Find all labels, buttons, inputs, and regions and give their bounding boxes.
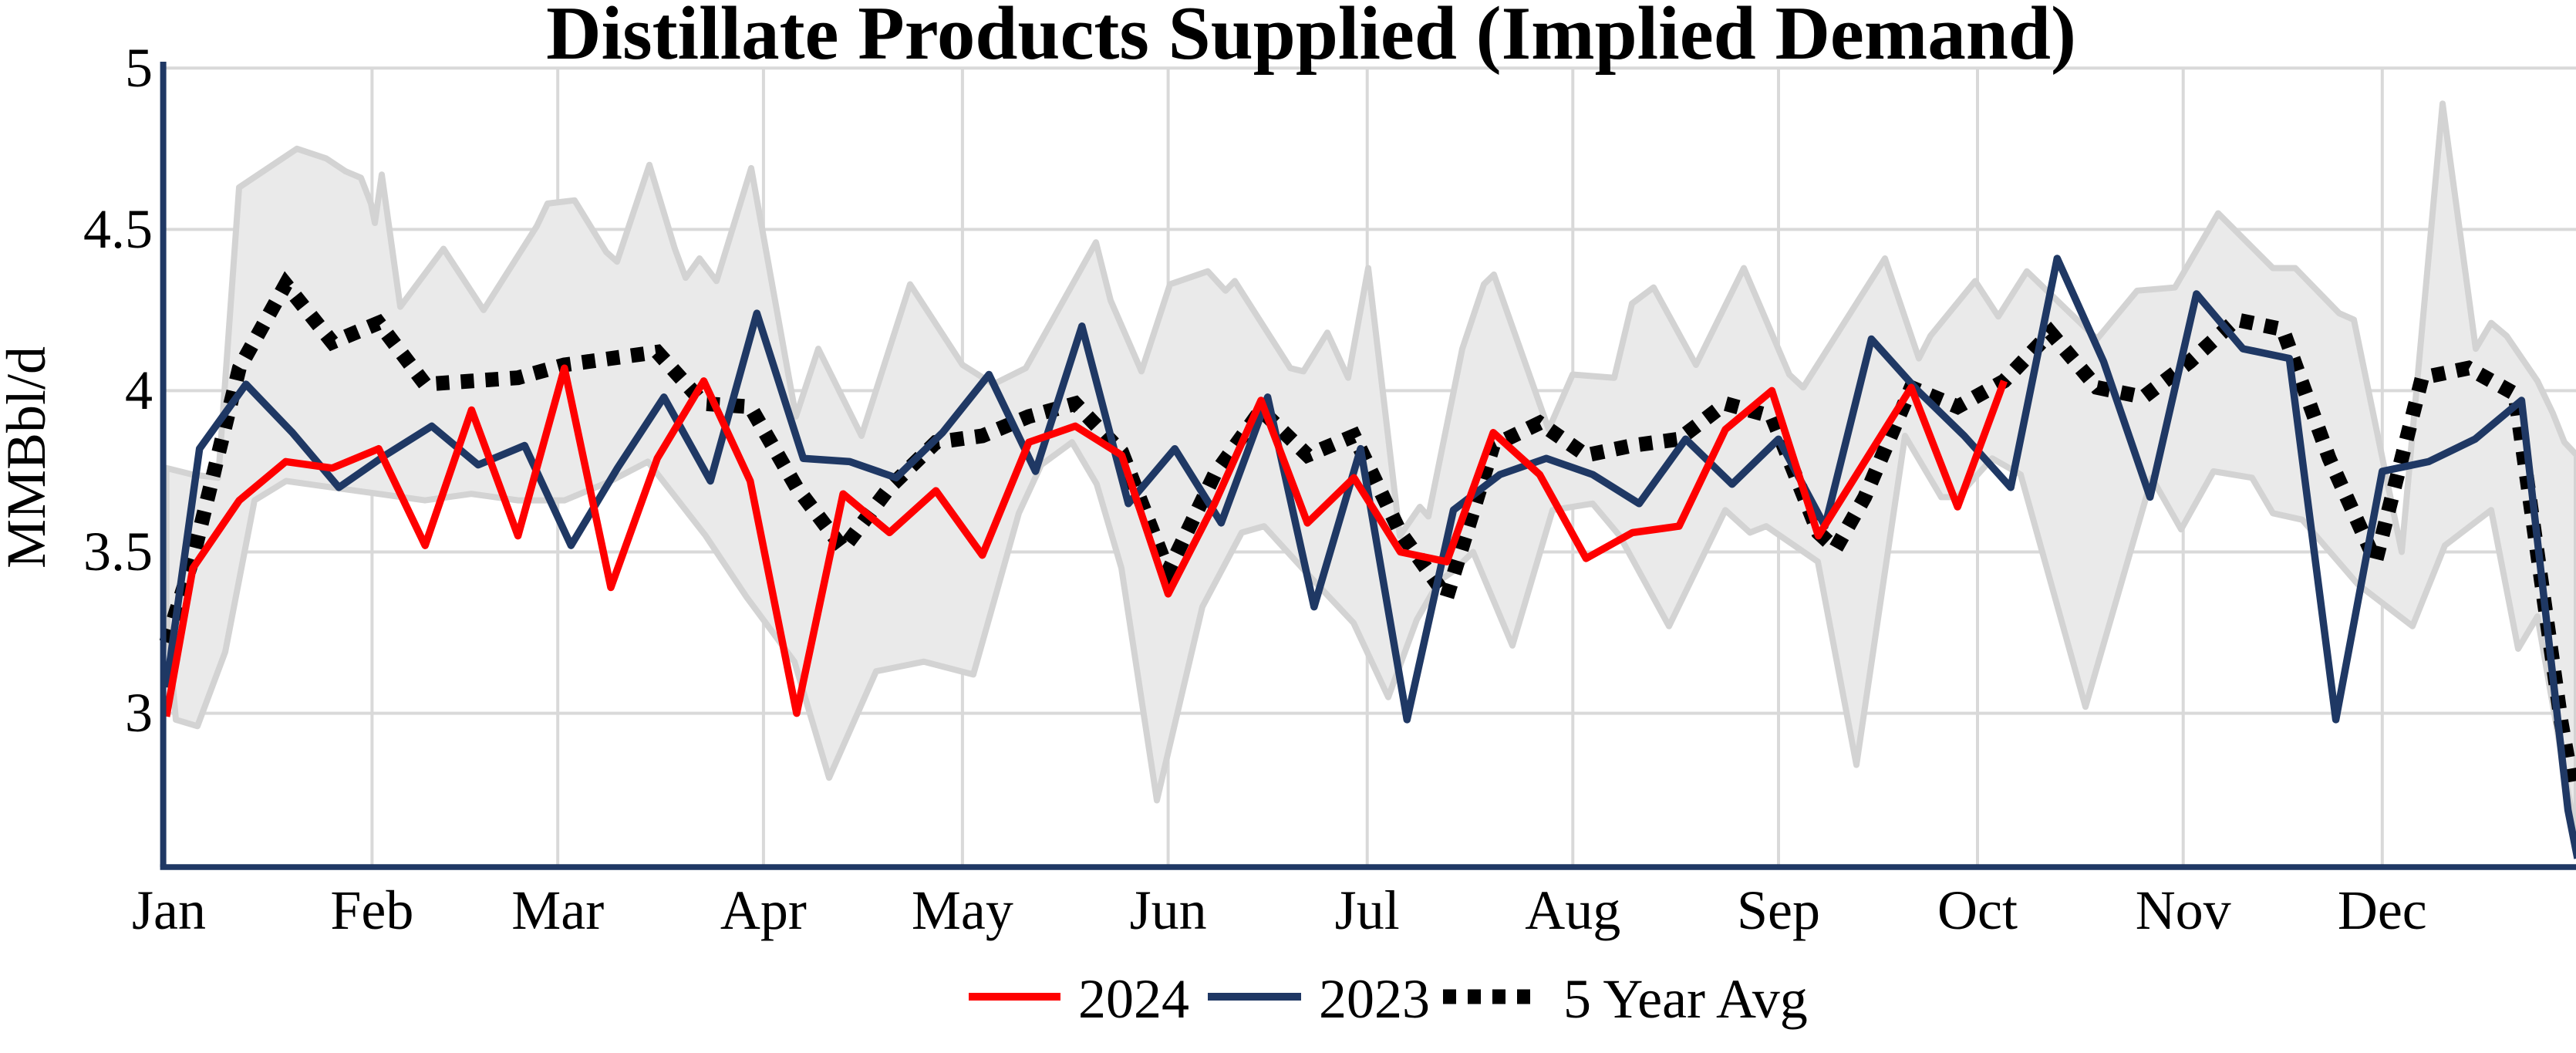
svg-text:Aug: Aug: [1525, 879, 1620, 941]
svg-text:Distillate Products Supplied (: Distillate Products Supplied (Implied De…: [546, 0, 2076, 76]
svg-text:5: 5: [125, 37, 153, 99]
svg-text:2023: 2023: [1319, 968, 1430, 1030]
svg-text:4.5: 4.5: [83, 198, 153, 260]
svg-text:Mar: Mar: [511, 879, 604, 941]
svg-text:Jul: Jul: [1335, 879, 1400, 941]
svg-text:May: May: [912, 879, 1013, 941]
svg-text:Apr: Apr: [720, 879, 807, 941]
svg-text:Feb: Feb: [330, 879, 413, 941]
svg-text:3.5: 3.5: [83, 521, 153, 582]
svg-text:5 Year Avg: 5 Year Avg: [1563, 968, 1808, 1030]
svg-text:3: 3: [125, 682, 153, 744]
svg-text:Oct: Oct: [1937, 879, 2018, 941]
svg-text:Jan: Jan: [132, 879, 206, 941]
svg-text:Dec: Dec: [2338, 879, 2427, 941]
svg-text:4: 4: [125, 359, 153, 421]
svg-text:Jun: Jun: [1130, 879, 1207, 941]
svg-text:2024: 2024: [1078, 968, 1189, 1030]
svg-text:Sep: Sep: [1737, 879, 1820, 941]
svg-text:Nov: Nov: [2136, 879, 2231, 941]
svg-text:MMBbl/d: MMBbl/d: [0, 346, 57, 569]
